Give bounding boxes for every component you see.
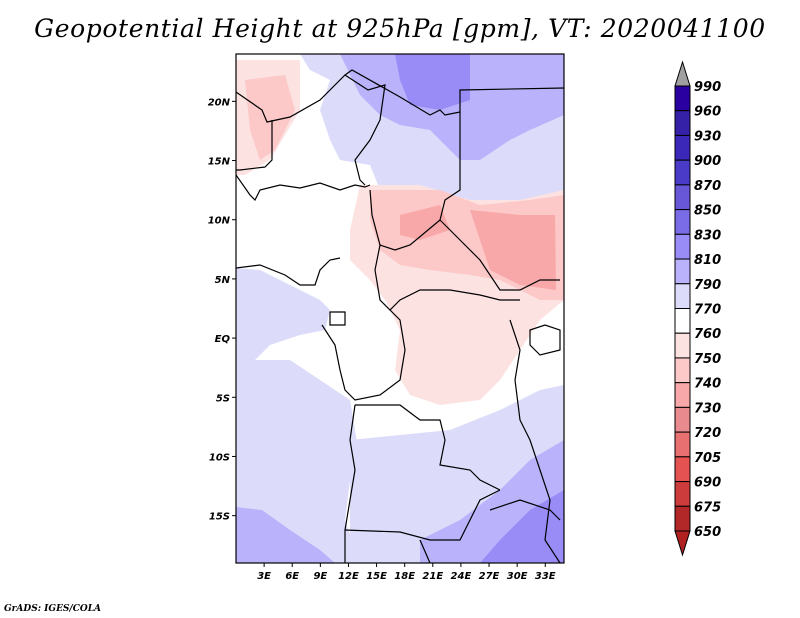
- field-region-central-730b: [400, 205, 450, 240]
- credit-text: GrADS: IGES/COLA: [4, 604, 102, 614]
- colorbar-swatch: [674, 332, 691, 359]
- colorbar-label: 870: [694, 179, 721, 194]
- colorbar-label: 900: [694, 154, 721, 169]
- border-line: [344, 74, 386, 186]
- colorbar-swatch: [674, 184, 691, 211]
- colorbar-label: 760: [694, 327, 721, 342]
- colorbar-label: 810: [694, 253, 721, 268]
- colorbar-swatch: [674, 233, 691, 260]
- lat-tick-label: 10S: [209, 452, 230, 463]
- field-region-ocean-770: [236, 268, 360, 563]
- border-line: [355, 404, 501, 491]
- colorbar-label: 990: [694, 80, 721, 95]
- lon-tick-label: 21E: [422, 571, 443, 582]
- colorbar-swatch: [674, 209, 691, 235]
- lat-tick-label: 15S: [209, 512, 230, 523]
- lat-tick-label: 5N: [215, 275, 231, 286]
- border-line: [529, 324, 561, 356]
- colorbar-swatch: [674, 431, 691, 458]
- colorbar-swatch: [674, 85, 691, 112]
- colorbar-swatch: [674, 357, 691, 384]
- lon-tick-label: 33E: [535, 571, 556, 582]
- colorbar-label: 720: [694, 426, 721, 441]
- lat-tick-label: EQ: [215, 334, 231, 345]
- border-line: [344, 489, 501, 541]
- lon-tick-label: 24E: [451, 571, 472, 582]
- lon-tick-label: 18E: [394, 571, 415, 582]
- field-region-north-810: [395, 54, 470, 110]
- colorbar-swatch: [674, 159, 691, 186]
- colorbar-under-arrow: [674, 530, 691, 557]
- border-line: [321, 309, 406, 401]
- chart-title: Geopotential Height at 925hPa [gpm], VT:…: [34, 14, 766, 43]
- border-line: [489, 499, 561, 521]
- colorbar-label: 770: [694, 303, 721, 318]
- colorbar-swatch: [674, 258, 691, 285]
- colorbar: 990 960 930 900 870 850 830 810 790 770 760 750 740 7…: [674, 60, 721, 557]
- lat-axis: 20N 15N 10N 5N EQ 5S 10S 15S: [208, 97, 236, 523]
- border-line: [369, 112, 461, 251]
- colorbar-label: 930: [694, 129, 721, 144]
- colorbar-swatch: [674, 110, 691, 136]
- colorbar-label: 750: [694, 352, 721, 367]
- colorbar-swatch: [674, 134, 691, 161]
- colorbar-label: 790: [694, 278, 721, 293]
- lon-tick-label: 27E: [479, 571, 500, 582]
- colorbar-label: 850: [694, 204, 721, 219]
- border-line: [329, 311, 346, 326]
- plot-frame: [235, 53, 565, 564]
- colorbar-swatch: [674, 456, 691, 483]
- colorbar-label: 740: [694, 377, 721, 392]
- field-region-sahel-740: [245, 75, 295, 160]
- lon-tick-label: 6E: [285, 571, 299, 582]
- colorbar-label: 730: [694, 401, 721, 416]
- colorbar-swatch: [674, 505, 691, 532]
- colorbar-label: 960: [694, 105, 721, 120]
- lon-tick-label: 30E: [507, 571, 528, 582]
- lon-tick-label: 9E: [313, 571, 327, 582]
- borders: [236, 69, 564, 563]
- colorbar-swatch: [674, 308, 691, 334]
- colorbar-over-arrow: [674, 60, 691, 87]
- field-region-north-790: [340, 54, 564, 160]
- border-line: [236, 120, 273, 171]
- border-line: [509, 319, 561, 563]
- border-line: [236, 257, 341, 286]
- lat-tick-label: 20N: [208, 97, 231, 108]
- border-line: [236, 69, 564, 123]
- lat-tick-label: 5S: [216, 393, 230, 404]
- border-line: [344, 404, 356, 563]
- border-line: [439, 219, 560, 291]
- colorbar-swatch: [674, 406, 691, 433]
- border-line: [236, 174, 371, 202]
- field-region-central-730: [470, 210, 556, 290]
- lon-tick-label: 3E: [257, 571, 271, 582]
- field-region-ocean-790: [236, 507, 335, 563]
- lon-tick-label: 15E: [366, 571, 387, 582]
- colorbar-label: 675: [694, 500, 721, 515]
- colorbar-swatch: [674, 283, 691, 309]
- lon-axis: 3E 6E 9E 12E 15E 18E 21E 24E 27E 30E 33E: [257, 563, 556, 582]
- colorbar-swatch: [674, 481, 691, 507]
- border-line: [374, 244, 520, 311]
- lat-tick-label: 10N: [208, 216, 231, 227]
- colorbar-label: 705: [694, 451, 721, 466]
- colorbar-swatch: [674, 382, 691, 408]
- lon-tick-label: 12E: [338, 571, 359, 582]
- colorbar-label: 690: [694, 476, 721, 491]
- colorbar-label: 650: [694, 525, 721, 540]
- border-line: [419, 539, 431, 563]
- lat-tick-label: 15N: [208, 157, 231, 168]
- field-layer: [236, 54, 564, 563]
- colorbar-label: 830: [694, 228, 721, 243]
